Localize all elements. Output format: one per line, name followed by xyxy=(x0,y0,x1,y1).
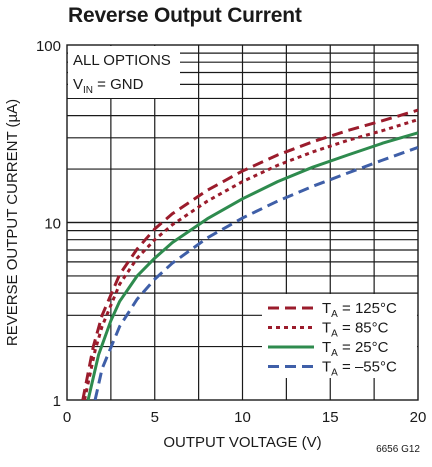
y-axis-label: REVERSE OUTPUT CURRENT (µA) xyxy=(4,99,21,346)
series-line-3 xyxy=(93,145,418,400)
series-line-2 xyxy=(86,131,418,400)
legend-label-0: TA = 125°C xyxy=(322,300,397,320)
y-tick-label: 100 xyxy=(36,38,61,55)
x-tick-label: 15 xyxy=(322,409,339,426)
x-axis-label: OUTPUT VOLTAGE (V) xyxy=(163,434,321,451)
plot-frame xyxy=(66,44,419,401)
figure-code: 6656 G12 xyxy=(376,444,420,455)
series-line-0 xyxy=(81,108,418,400)
series-line-1 xyxy=(83,118,418,400)
y-tick-label: 1 xyxy=(53,393,61,410)
legend: TA = 125°CTA = 85°CTA = 25°CTA = –55°C xyxy=(262,294,417,379)
legend-label-2: TA = 25°C xyxy=(322,339,389,359)
annotation-background xyxy=(68,46,180,98)
plot-border xyxy=(66,44,419,401)
annotation-line-1: ALL OPTIONS xyxy=(73,52,171,69)
annotation-box: ALL OPTIONS VIN = GND xyxy=(68,46,180,98)
x-tick-label: 0 xyxy=(63,409,71,426)
series-lines xyxy=(81,108,418,400)
x-tick-label: 20 xyxy=(410,409,427,426)
annotation-line-2: VIN = GND xyxy=(73,76,144,96)
chart-title: Reverse Output Current xyxy=(68,4,302,27)
x-tick-label: 10 xyxy=(234,409,251,426)
x-tick-label: 5 xyxy=(151,409,159,426)
legend-label-1: TA = 85°C xyxy=(322,320,389,340)
legend-label-3: TA = –55°C xyxy=(322,359,397,379)
axis-labels: OUTPUT VOLTAGE (V) REVERSE OUTPUT CURRENT… xyxy=(4,99,322,451)
y-tick-label: 10 xyxy=(44,216,61,233)
tick-labels: 0 5 10 15 20 1 10 100 xyxy=(36,38,426,426)
